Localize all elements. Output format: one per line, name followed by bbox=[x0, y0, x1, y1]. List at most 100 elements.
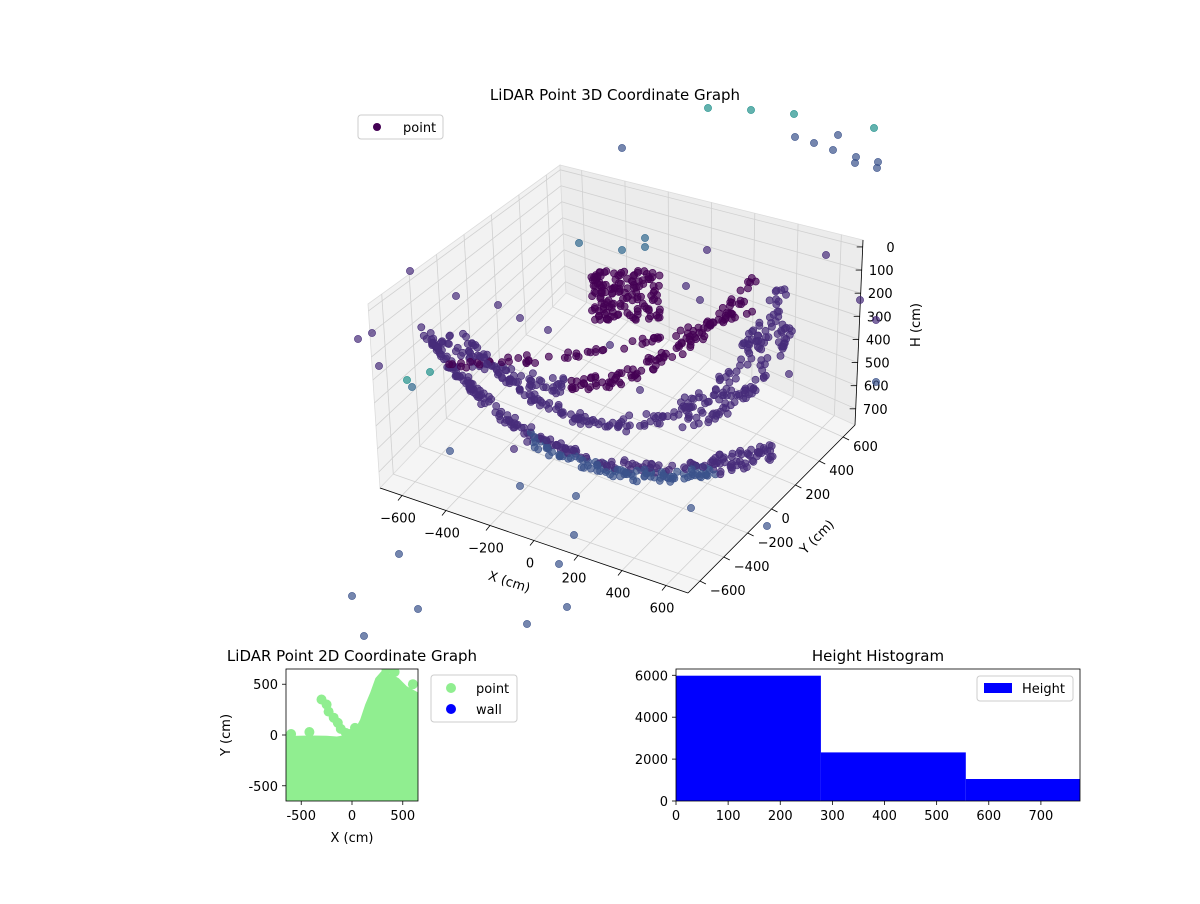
data-point-3d bbox=[632, 477, 641, 486]
data-point-3d bbox=[581, 412, 589, 421]
legend-histogram[interactable]: Height bbox=[976, 675, 1074, 702]
data-point-3d bbox=[497, 373, 506, 381]
data-point-3d bbox=[529, 369, 537, 378]
data-point-3d bbox=[740, 464, 748, 473]
x-tick-label-3d: 200 bbox=[562, 572, 587, 587]
x-tick-label-histogram: 100 bbox=[716, 809, 741, 824]
histogram-bars bbox=[676, 675, 1080, 801]
x-tick-label-histogram: 300 bbox=[820, 809, 845, 824]
data-point-3d bbox=[697, 406, 706, 415]
data-point-3d bbox=[617, 380, 625, 389]
data-point-3d bbox=[615, 288, 623, 296]
data-point-3d bbox=[459, 329, 467, 338]
data-point-3d bbox=[872, 316, 880, 324]
data-point-3d bbox=[516, 386, 524, 395]
data-point-3d bbox=[625, 311, 634, 320]
data-point-3d bbox=[873, 164, 881, 172]
data-point-3d bbox=[516, 314, 524, 322]
data-point-3d bbox=[743, 343, 752, 352]
data-point-3d bbox=[480, 353, 488, 362]
data-point-3d bbox=[822, 251, 830, 259]
data-point-3d bbox=[726, 301, 734, 310]
ticks-3d: −600 −400 −200 0 200 400 600 600 400 200 0 −200 −400… bbox=[380, 241, 895, 617]
y-tick-3d bbox=[747, 532, 754, 537]
data-point-3d bbox=[659, 472, 668, 480]
data-point-3d bbox=[642, 410, 651, 418]
y-tick-3d bbox=[723, 556, 730, 561]
data-point-3d bbox=[592, 381, 601, 390]
grid-line bbox=[561, 201, 861, 294]
data-point-3d bbox=[577, 381, 585, 389]
data-point-2d bbox=[405, 776, 416, 787]
data-point-3d bbox=[602, 468, 610, 476]
data-point-3d bbox=[554, 403, 563, 411]
data-point-3d bbox=[620, 302, 629, 311]
data-point-3d bbox=[530, 432, 539, 441]
data-point-3d bbox=[658, 413, 667, 422]
data-point-3d bbox=[689, 326, 698, 335]
data-point-3d bbox=[780, 334, 789, 342]
data-point-3d bbox=[602, 308, 611, 317]
legend-2d[interactable]: point wall bbox=[430, 674, 518, 723]
data-point-3d bbox=[395, 550, 403, 558]
data-point-3d bbox=[641, 243, 649, 251]
grid-line bbox=[563, 249, 858, 363]
data-point-3d bbox=[548, 386, 557, 395]
y-tick-3d bbox=[819, 460, 826, 465]
grid-line bbox=[833, 234, 842, 416]
z-tick-label-3d: 200 bbox=[868, 287, 893, 302]
data-point-3d bbox=[708, 410, 717, 419]
data-point-3d bbox=[703, 398, 712, 406]
data-point-3d bbox=[576, 420, 585, 428]
data-point-3d bbox=[655, 281, 663, 290]
data-point-3d bbox=[686, 458, 695, 467]
data-point-3d bbox=[629, 365, 637, 374]
data-point-3d bbox=[757, 356, 766, 364]
legend-histogram-label: Height bbox=[1022, 682, 1065, 697]
y-tick-label-3d: −400 bbox=[734, 560, 770, 575]
data-point-3d bbox=[656, 305, 664, 314]
z-tick-label-3d: 700 bbox=[863, 403, 888, 418]
data-point-3d bbox=[732, 367, 741, 376]
data-point-3d bbox=[559, 408, 567, 416]
grid-line bbox=[751, 213, 756, 378]
data-point-3d bbox=[497, 358, 506, 367]
y-tick-label-3d: −600 bbox=[710, 584, 746, 599]
data-point-3d bbox=[556, 387, 565, 396]
data-point-3d bbox=[727, 452, 736, 461]
grid-line bbox=[371, 201, 562, 358]
data-point-3d bbox=[640, 465, 649, 474]
y-tick-label-2d: -500 bbox=[248, 780, 278, 795]
data-point-3d bbox=[426, 329, 435, 337]
y-tick-label-histogram: 4000 bbox=[635, 711, 668, 726]
x-tick-3d bbox=[397, 495, 403, 501]
data-point-3d bbox=[699, 324, 708, 333]
data-point-3d bbox=[570, 531, 578, 539]
data-point-3d bbox=[699, 335, 707, 344]
data-point-3d bbox=[633, 268, 642, 277]
x-tick-3d bbox=[529, 540, 535, 546]
data-point-2d bbox=[389, 669, 400, 677]
y-tick-label-histogram: 0 bbox=[660, 795, 668, 810]
data-point-3d bbox=[505, 357, 513, 366]
data-point-3d bbox=[471, 341, 480, 349]
data-point-3d bbox=[702, 471, 711, 479]
grid-line bbox=[518, 194, 527, 335]
data-point-3d bbox=[414, 605, 422, 613]
grid-line bbox=[375, 249, 565, 427]
legend-3d[interactable]: point bbox=[357, 114, 444, 140]
data-point-3d bbox=[472, 390, 480, 399]
data-point-3d bbox=[555, 560, 563, 568]
data-point-3d bbox=[666, 472, 675, 481]
data-point-3d bbox=[505, 379, 514, 388]
data-point-3d bbox=[755, 449, 763, 458]
data-point-2d bbox=[407, 679, 418, 690]
data-point-3d bbox=[597, 299, 606, 308]
data-point-3d bbox=[618, 246, 626, 254]
data-point-3d bbox=[651, 361, 660, 370]
y-tick-label-3d: 200 bbox=[805, 488, 830, 503]
data-point-3d bbox=[674, 410, 683, 419]
data-point-3d bbox=[694, 419, 703, 428]
data-point-3d bbox=[417, 323, 426, 332]
data-point-3d bbox=[516, 482, 524, 490]
